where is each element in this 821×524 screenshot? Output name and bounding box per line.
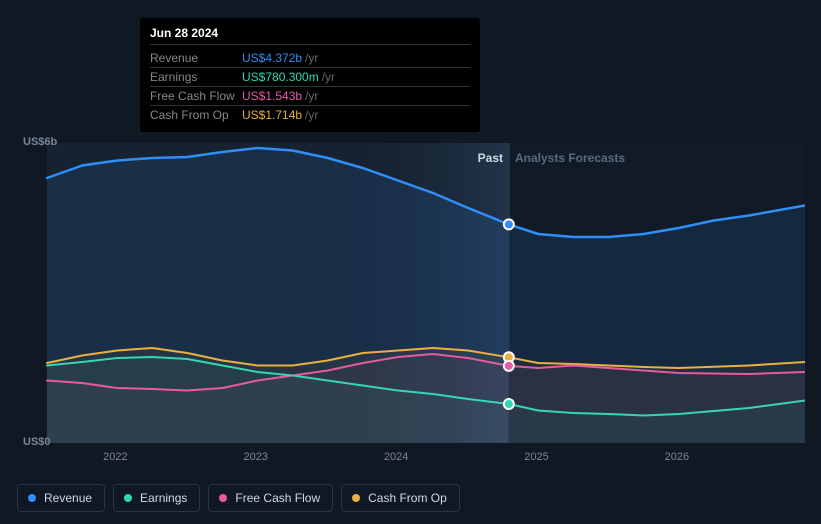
legend-label: Cash From Op: [368, 491, 447, 505]
tooltip-row: Free Cash FlowUS$1.543b/yr: [150, 87, 470, 106]
legend-item[interactable]: Earnings: [113, 484, 200, 512]
tooltip-rows: RevenueUS$4.372b/yrEarningsUS$780.300m/y…: [150, 49, 470, 124]
past-label: Past: [478, 151, 503, 165]
x-axis-label: 2023: [244, 451, 268, 463]
chart-svg: [17, 125, 805, 465]
tooltip-unit: /yr: [305, 89, 318, 103]
legend-dot-icon: [352, 494, 360, 502]
legend-dot-icon: [219, 494, 227, 502]
tooltip-unit: /yr: [305, 51, 318, 65]
legend-dot-icon: [28, 494, 36, 502]
financial-chart[interactable]: US$6b US$0 2022 2023 2024 2025 2026 Past Analyst…: [17, 125, 805, 465]
tooltip-label: Revenue: [150, 51, 242, 65]
tooltip-label: Cash From Op: [150, 108, 242, 122]
tooltip-row: EarningsUS$780.300m/yr: [150, 68, 470, 87]
legend-item[interactable]: Revenue: [17, 484, 105, 512]
legend-label: Free Cash Flow: [235, 491, 320, 505]
x-axis-label: 2022: [103, 451, 127, 463]
tooltip-label: Free Cash Flow: [150, 89, 242, 103]
legend-item[interactable]: Free Cash Flow: [208, 484, 333, 512]
tooltip-row: Cash From OpUS$1.714b/yr: [150, 106, 470, 124]
forecast-label: Analysts Forecasts: [515, 151, 625, 165]
chart-legend: Revenue Earnings Free Cash Flow Cash From O…: [17, 484, 460, 512]
tooltip-date: Jun 28 2024: [150, 26, 470, 45]
x-axis-label: 2026: [665, 451, 689, 463]
legend-label: Earnings: [140, 491, 187, 505]
y-axis-label: US$0: [23, 436, 51, 448]
tooltip-unit: /yr: [322, 70, 335, 84]
tooltip-value: US$4.372b: [242, 51, 302, 65]
legend-label: Revenue: [44, 491, 92, 505]
tooltip-value: US$780.300m: [242, 70, 319, 84]
tooltip-row: RevenueUS$4.372b/yr: [150, 49, 470, 68]
legend-item[interactable]: Cash From Op: [341, 484, 460, 512]
y-axis-label: US$6b: [23, 136, 57, 148]
x-axis-label: 2025: [524, 451, 548, 463]
tooltip-value: US$1.543b: [242, 89, 302, 103]
chart-tooltip: Jun 28 2024 RevenueUS$4.372b/yrEarningsU…: [140, 18, 480, 132]
legend-dot-icon: [124, 494, 132, 502]
tooltip-value: US$1.714b: [242, 108, 302, 122]
x-axis-label: 2024: [384, 451, 408, 463]
tooltip-unit: /yr: [305, 108, 318, 122]
tooltip-label: Earnings: [150, 70, 242, 84]
